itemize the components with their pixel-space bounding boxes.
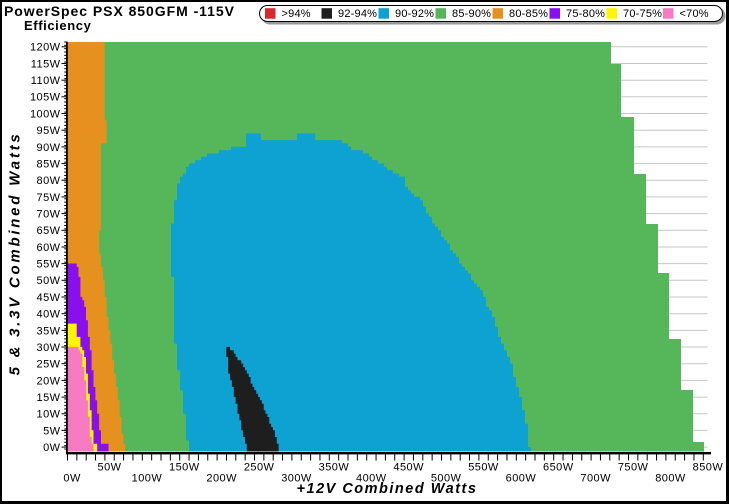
- svg-text:100W: 100W: [132, 473, 163, 485]
- svg-text:55W: 55W: [37, 259, 61, 271]
- svg-text:100W: 100W: [30, 108, 61, 120]
- svg-text:70-75%: 70-75%: [623, 8, 662, 20]
- svg-text:15W: 15W: [37, 392, 61, 404]
- svg-text:10W: 10W: [37, 409, 61, 421]
- svg-text:115W: 115W: [31, 58, 61, 70]
- svg-text:300W: 300W: [281, 473, 312, 485]
- svg-text:450W: 450W: [393, 462, 424, 474]
- svg-text:20W: 20W: [37, 375, 61, 387]
- svg-text:120W: 120W: [30, 42, 61, 54]
- svg-text:70W: 70W: [37, 209, 61, 221]
- svg-text:50W: 50W: [98, 462, 122, 474]
- svg-text:750W: 750W: [618, 462, 649, 474]
- svg-text:600W: 600W: [506, 473, 537, 485]
- svg-text:500W: 500W: [431, 473, 462, 485]
- svg-text:650W: 650W: [543, 462, 574, 474]
- svg-text:850W: 850W: [693, 462, 724, 474]
- svg-text:550W: 550W: [468, 462, 499, 474]
- svg-text:35W: 35W: [37, 325, 61, 337]
- svg-text:75W: 75W: [37, 192, 61, 204]
- svg-text:200W: 200W: [206, 473, 237, 485]
- svg-text:150W: 150W: [169, 462, 200, 474]
- svg-text:0W: 0W: [63, 473, 81, 485]
- svg-text:80W: 80W: [37, 175, 61, 187]
- svg-text:75-80%: 75-80%: [566, 8, 605, 20]
- svg-text:80-85%: 80-85%: [509, 8, 548, 20]
- svg-text:<70%: <70%: [680, 8, 709, 20]
- svg-text:>94%: >94%: [282, 8, 311, 20]
- svg-text:400W: 400W: [356, 473, 387, 485]
- svg-text:90-92%: 90-92%: [395, 8, 434, 20]
- svg-text:25W: 25W: [37, 359, 61, 371]
- svg-text:110W: 110W: [31, 75, 61, 87]
- svg-text:85-90%: 85-90%: [452, 8, 491, 20]
- svg-text:90W: 90W: [37, 142, 61, 154]
- svg-text:92-94%: 92-94%: [338, 8, 377, 20]
- svg-text:50W: 50W: [37, 275, 61, 287]
- svg-text:40W: 40W: [37, 309, 61, 321]
- svg-text:250W: 250W: [244, 462, 275, 474]
- svg-text:60W: 60W: [37, 242, 61, 254]
- svg-text:30W: 30W: [37, 342, 61, 354]
- svg-text:105W: 105W: [30, 92, 61, 104]
- svg-text:95W: 95W: [37, 125, 61, 137]
- svg-text:5W: 5W: [43, 425, 61, 437]
- svg-text:0W: 0W: [43, 442, 61, 454]
- svg-text:350W: 350W: [319, 462, 350, 474]
- svg-text:800W: 800W: [655, 473, 686, 485]
- svg-text:700W: 700W: [580, 473, 611, 485]
- svg-text:85W: 85W: [37, 159, 61, 171]
- svg-text:45W: 45W: [37, 292, 61, 304]
- svg-text:65W: 65W: [37, 225, 61, 237]
